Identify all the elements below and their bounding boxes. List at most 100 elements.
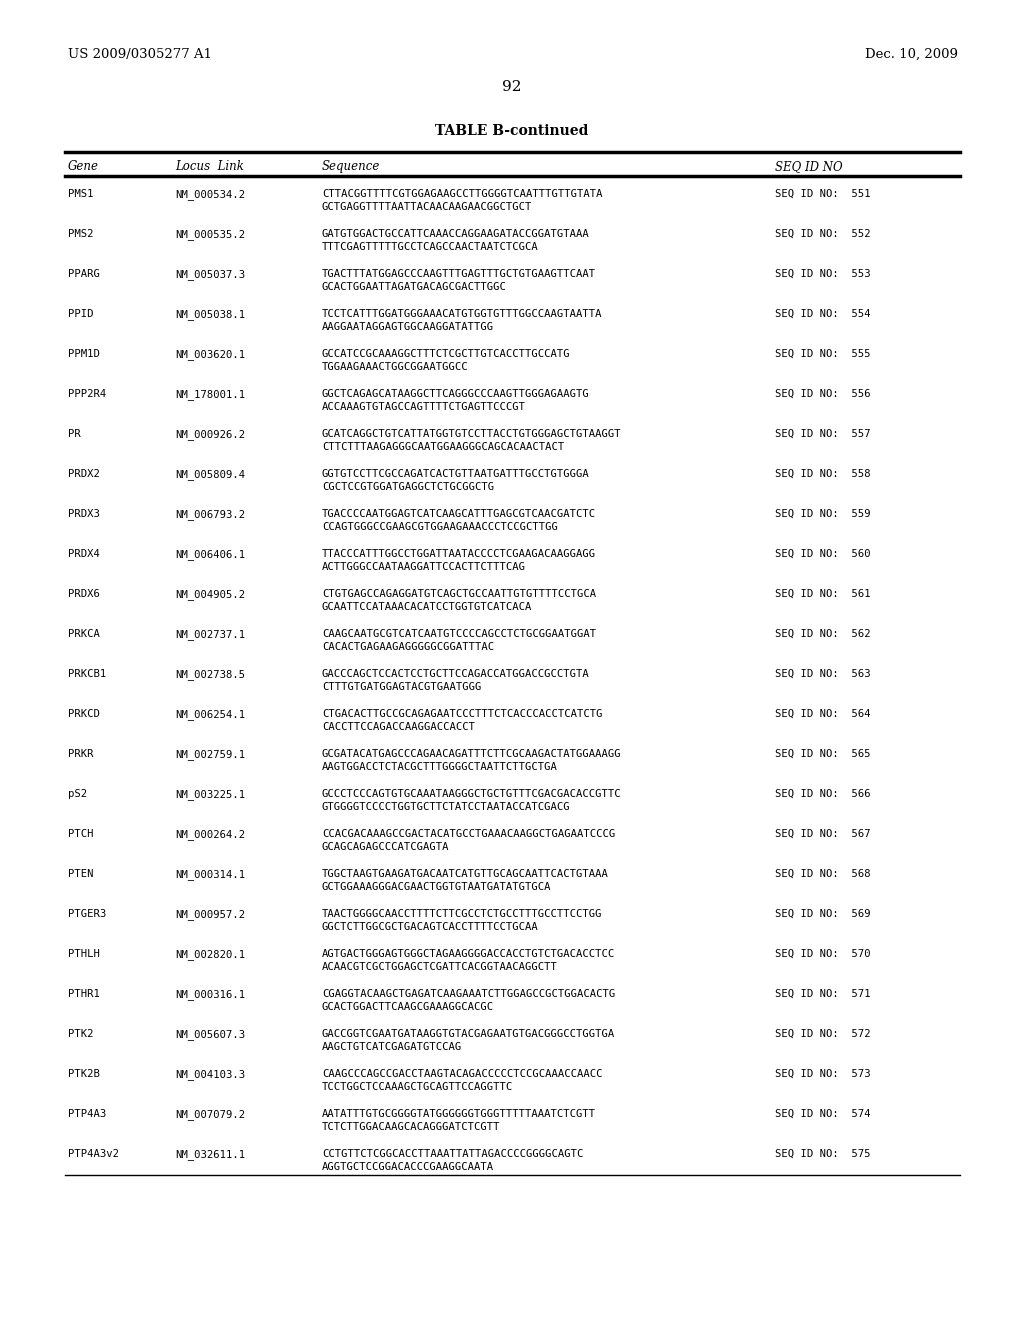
Text: SEQ ID NO:  569: SEQ ID NO: 569 <box>775 909 870 919</box>
Text: TTACCCATTTGGCCTGGATTAATACCCCTCGAAGACAAGGAGG: TTACCCATTTGGCCTGGATTAATACCCCTCGAAGACAAGG… <box>322 549 596 558</box>
Text: ACCAAAGTGTAGCCAGTTTTCTGAGTTCCCGT: ACCAAAGTGTAGCCAGTTTTCTGAGTTCCCGT <box>322 403 526 412</box>
Text: PTGER3: PTGER3 <box>68 909 106 919</box>
Text: GCAGCAGAGCCCATCGAGTA: GCAGCAGAGCCCATCGAGTA <box>322 842 450 853</box>
Text: SEQ ID NO:  560: SEQ ID NO: 560 <box>775 549 870 558</box>
Text: NM_007079.2: NM_007079.2 <box>175 1109 245 1119</box>
Text: ACAACGTCGCTGGAGCTCGATTCACGGTAACAGGCTT: ACAACGTCGCTGGAGCTCGATTCACGGTAACAGGCTT <box>322 962 558 973</box>
Text: PPARG: PPARG <box>68 269 100 279</box>
Text: SEQ ID NO:  557: SEQ ID NO: 557 <box>775 429 870 440</box>
Text: PRDX2: PRDX2 <box>68 469 100 479</box>
Text: NM_002737.1: NM_002737.1 <box>175 630 245 640</box>
Text: NM_000957.2: NM_000957.2 <box>175 909 245 920</box>
Text: TGACTTTATGGAGCCCAAGTTTGAGTTTGCTGTGAAGTTCAAT: TGACTTTATGGAGCCCAAGTTTGAGTTTGCTGTGAAGTTC… <box>322 269 596 279</box>
Text: SEQ ID NO:  559: SEQ ID NO: 559 <box>775 510 870 519</box>
Text: GACCGGTCGAATGATAAGGTGTACGAGAATGTGACGGGCCTGGTGA: GACCGGTCGAATGATAAGGTGTACGAGAATGTGACGGGCC… <box>322 1030 615 1039</box>
Text: PTK2B: PTK2B <box>68 1069 100 1078</box>
Text: GCCATCCGCAAAGGCTTTCTCGCTTGTCACCTTGCCATG: GCCATCCGCAAAGGCTTTCTCGCTTGTCACCTTGCCATG <box>322 348 570 359</box>
Text: TCTCTTGGACAAGCACAGGGATCTCGTT: TCTCTTGGACAAGCACAGGGATCTCGTT <box>322 1122 501 1133</box>
Text: PRDX6: PRDX6 <box>68 589 100 599</box>
Text: AAGCTGTCATCGAGATGTCCAG: AAGCTGTCATCGAGATGTCCAG <box>322 1043 462 1052</box>
Text: NM_032611.1: NM_032611.1 <box>175 1148 245 1160</box>
Text: Locus  Link: Locus Link <box>175 160 244 173</box>
Text: NM_003225.1: NM_003225.1 <box>175 789 245 800</box>
Text: GCAATTCCATAAACACATCCTGGTGTCATCACA: GCAATTCCATAAACACATCCTGGTGTCATCACA <box>322 602 532 612</box>
Text: PRKCB1: PRKCB1 <box>68 669 106 678</box>
Text: SEQ ID NO:  563: SEQ ID NO: 563 <box>775 669 870 678</box>
Text: PR: PR <box>68 429 81 440</box>
Text: NM_002738.5: NM_002738.5 <box>175 669 245 680</box>
Text: PRDX3: PRDX3 <box>68 510 100 519</box>
Text: PMS1: PMS1 <box>68 189 93 199</box>
Text: NM_005607.3: NM_005607.3 <box>175 1030 245 1040</box>
Text: GGTGTCCTTCGCCAGATCACTGTTAATGATTTGCCTGTGGGA: GGTGTCCTTCGCCAGATCACTGTTAATGATTTGCCTGTGG… <box>322 469 590 479</box>
Text: CGAGGTACAAGCTGAGATCAAGAAATCTTGGAGCCGCTGGACACTG: CGAGGTACAAGCTGAGATCAAGAAATCTTGGAGCCGCTGG… <box>322 989 615 999</box>
Text: GCACTGGAATTAGATGACAGCGACTTGGC: GCACTGGAATTAGATGACAGCGACTTGGC <box>322 282 507 293</box>
Text: CTGACACTTGCCGCAGAGAATCCCTTTCTCACCCACCTCATCTG: CTGACACTTGCCGCAGAGAATCCCTTTCTCACCCACCTCA… <box>322 709 602 719</box>
Text: SEQ ID NO:  567: SEQ ID NO: 567 <box>775 829 870 840</box>
Text: GATGTGGACTGCCATTCAAACCAGGAAGATACCGGATGTAAA: GATGTGGACTGCCATTCAAACCAGGAAGATACCGGATGTA… <box>322 228 590 239</box>
Text: NM_000926.2: NM_000926.2 <box>175 429 245 440</box>
Text: Gene: Gene <box>68 160 99 173</box>
Text: CAAGCAATGCGTCATCAATGTCCCCAGCCTCTGCGGAATGGAT: CAAGCAATGCGTCATCAATGTCCCCAGCCTCTGCGGAATG… <box>322 630 596 639</box>
Text: GCACTGGACTTCAAGCGAAAGGCACGC: GCACTGGACTTCAAGCGAAAGGCACGC <box>322 1002 495 1012</box>
Text: NM_000535.2: NM_000535.2 <box>175 228 245 240</box>
Text: NM_005037.3: NM_005037.3 <box>175 269 245 280</box>
Text: GCCCTCCCAGTGTGCAAATAAGGGCTGCTGTTTCGACGACACCGTTC: GCCCTCCCAGTGTGCAAATAAGGGCTGCTGTTTCGACGAC… <box>322 789 622 799</box>
Text: SEQ ID NO:  574: SEQ ID NO: 574 <box>775 1109 870 1119</box>
Text: SEQ ID NO:  565: SEQ ID NO: 565 <box>775 748 870 759</box>
Text: SEQ ID NO:  551: SEQ ID NO: 551 <box>775 189 870 199</box>
Text: NM_006406.1: NM_006406.1 <box>175 549 245 560</box>
Text: SEQ ID NO:  553: SEQ ID NO: 553 <box>775 269 870 279</box>
Text: TTTCGAGTTTTTGCCTCAGCCAACTAATCTCGCA: TTTCGAGTTTTTGCCTCAGCCAACTAATCTCGCA <box>322 243 539 252</box>
Text: PTP4A3: PTP4A3 <box>68 1109 106 1119</box>
Text: SEQ ID NO:  571: SEQ ID NO: 571 <box>775 989 870 999</box>
Text: NM_002759.1: NM_002759.1 <box>175 748 245 760</box>
Text: NM_178001.1: NM_178001.1 <box>175 389 245 400</box>
Text: CAAGCCCAGCCGACCTAAGTACAGACCCCCTCCGCAAACCAACC: CAAGCCCAGCCGACCTAAGTACAGACCCCCTCCGCAAACC… <box>322 1069 602 1078</box>
Text: US 2009/0305277 A1: US 2009/0305277 A1 <box>68 48 212 61</box>
Text: GCATCAGGCTGTCATTATGGTGTCCTTACCTGTGGGAGCTGTAAGGT: GCATCAGGCTGTCATTATGGTGTCCTTACCTGTGGGAGCT… <box>322 429 622 440</box>
Text: SEQ ID NO:  556: SEQ ID NO: 556 <box>775 389 870 399</box>
Text: NM_003620.1: NM_003620.1 <box>175 348 245 360</box>
Text: GTGGGGTCCCCTGGTGCTTCTATCCTAATACCATCGACG: GTGGGGTCCCCTGGTGCTTCTATCCTAATACCATCGACG <box>322 803 570 813</box>
Text: ACTTGGGCCAATAAGGATTCCACTTCTTTCAG: ACTTGGGCCAATAAGGATTCCACTTCTTTCAG <box>322 562 526 573</box>
Text: PTHLH: PTHLH <box>68 949 100 960</box>
Text: SEQ ID NO:  568: SEQ ID NO: 568 <box>775 869 870 879</box>
Text: 92: 92 <box>502 81 522 94</box>
Text: PPM1D: PPM1D <box>68 348 100 359</box>
Text: NM_000314.1: NM_000314.1 <box>175 869 245 880</box>
Text: SEQ ID NO:  552: SEQ ID NO: 552 <box>775 228 870 239</box>
Text: PRDX4: PRDX4 <box>68 549 100 558</box>
Text: GCTGAGGTTTTAATTACAACAAGAACGGCTGCT: GCTGAGGTTTTAATTACAACAAGAACGGCTGCT <box>322 202 532 213</box>
Text: NM_002820.1: NM_002820.1 <box>175 949 245 960</box>
Text: TABLE B-continued: TABLE B-continued <box>435 124 589 139</box>
Text: TCCTCATTTGGATGGGAAACATGTGGTGTTTGGCCAAGTAATTA: TCCTCATTTGGATGGGAAACATGTGGTGTTTGGCCAAGTA… <box>322 309 602 319</box>
Text: CCTGTTCTCGGCACCTTAAATTATTAGACCCCGGGGCAGTC: CCTGTTCTCGGCACCTTAAATTATTAGACCCCGGGGCAGT… <box>322 1148 584 1159</box>
Text: TGGCTAAGTGAAGATGACAATCATGTTGCAGCAATTCACTGTAAA: TGGCTAAGTGAAGATGACAATCATGTTGCAGCAATTCACT… <box>322 869 609 879</box>
Text: GGCTCTTGGCGCTGACAGTCACCTTTTCCTGCAA: GGCTCTTGGCGCTGACAGTCACCTTTTCCTGCAA <box>322 923 539 932</box>
Text: GCGATACATGAGCCCAGAACAGATTTCTTCGCAAGACTATGGAAAGG: GCGATACATGAGCCCAGAACAGATTTCTTCGCAAGACTAT… <box>322 748 622 759</box>
Text: PTK2: PTK2 <box>68 1030 93 1039</box>
Text: SEQ ID NO:  572: SEQ ID NO: 572 <box>775 1030 870 1039</box>
Text: NM_000316.1: NM_000316.1 <box>175 989 245 1001</box>
Text: Dec. 10, 2009: Dec. 10, 2009 <box>865 48 958 61</box>
Text: GGCTCAGAGCATAAGGCTTCAGGGCCCAAGTTGGGAGAAGTG: GGCTCAGAGCATAAGGCTTCAGGGCCCAAGTTGGGAGAAG… <box>322 389 590 399</box>
Text: TCCTGGCTCCAAAGCTGCAGTTCCAGGTTC: TCCTGGCTCCAAAGCTGCAGTTCCAGGTTC <box>322 1082 513 1093</box>
Text: PTCH: PTCH <box>68 829 93 840</box>
Text: PRKCA: PRKCA <box>68 630 100 639</box>
Text: AAGTGGACCTCTACGCTTTGGGGCTAATTCTTGCTGA: AAGTGGACCTCTACGCTTTGGGGCTAATTCTTGCTGA <box>322 763 558 772</box>
Text: AATATTTGTGCGGGGTATGGGGGGTGGGTTTTTAAATCTCGTT: AATATTTGTGCGGGGTATGGGGGGTGGGTTTTTAAATCTC… <box>322 1109 596 1119</box>
Text: TAACTGGGGCAACCTTTTCTTCGCCTCTGCCTTTGCCTTCCTGG: TAACTGGGGCAACCTTTTCTTCGCCTCTGCCTTTGCCTTC… <box>322 909 602 919</box>
Text: SEQ ID NO:  566: SEQ ID NO: 566 <box>775 789 870 799</box>
Text: GACCCAGCTCCACTCCTGCTTCCAGACCATGGACCGCCTGTA: GACCCAGCTCCACTCCTGCTTCCAGACCATGGACCGCCTG… <box>322 669 590 678</box>
Text: SEQ ID NO:  561: SEQ ID NO: 561 <box>775 589 870 599</box>
Text: PTP4A3v2: PTP4A3v2 <box>68 1148 119 1159</box>
Text: SEQ ID NO:  564: SEQ ID NO: 564 <box>775 709 870 719</box>
Text: SEQ ID NO:  558: SEQ ID NO: 558 <box>775 469 870 479</box>
Text: SEQ ID NO:  573: SEQ ID NO: 573 <box>775 1069 870 1078</box>
Text: CTGTGAGCCAGAGGATGTCAGCTGCCAATTGTGTTTTCCTGCA: CTGTGAGCCAGAGGATGTCAGCTGCCAATTGTGTTTTCCT… <box>322 589 596 599</box>
Text: TGGAAGAAACTGGCGGAATGGCC: TGGAAGAAACTGGCGGAATGGCC <box>322 363 469 372</box>
Text: NM_006254.1: NM_006254.1 <box>175 709 245 719</box>
Text: AGGTGCTCCGGACACCCGAAGGCAATA: AGGTGCTCCGGACACCCGAAGGCAATA <box>322 1163 495 1172</box>
Text: TGACCCCAATGGAGTCATCAAGCATTTGAGCGTCAACGATCTC: TGACCCCAATGGAGTCATCAAGCATTTGAGCGTCAACGAT… <box>322 510 596 519</box>
